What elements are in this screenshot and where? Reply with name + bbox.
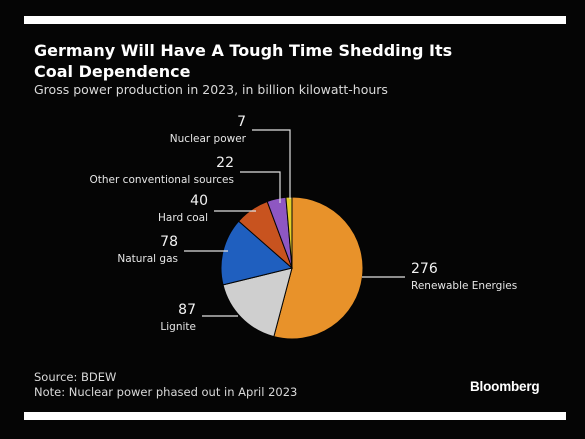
leader-line <box>240 171 281 203</box>
top-border-bar <box>24 16 566 24</box>
slice-name-label: Lignite <box>160 321 196 333</box>
slice-name-label: Other conventional sources <box>90 174 234 186</box>
leader-lines <box>184 129 405 317</box>
bottom-border-bar <box>24 412 566 420</box>
slice-name-label: Hard coal <box>158 212 208 224</box>
chart-title: Germany Will Have A Tough Time Shedding … <box>34 41 453 81</box>
slice-value-label: 7 <box>237 114 246 130</box>
pie-slices <box>220 196 364 340</box>
source-note: Source: BDEW <box>34 370 117 384</box>
slice-value-label: 22 <box>216 155 234 171</box>
chart-subtitle: Gross power production in 2023, in billi… <box>34 82 388 97</box>
bloomberg-logo: Bloomberg <box>470 379 540 394</box>
slice-value-label: 87 <box>178 302 196 318</box>
slice-value-label: 78 <box>160 234 178 250</box>
slice-name-label: Renewable Energies <box>411 280 517 292</box>
slice-value-label: 40 <box>190 193 208 209</box>
pie-slice-lignite <box>222 267 293 338</box>
pie-slice-nuclear-power <box>285 196 293 269</box>
slice-name-label: Natural gas <box>117 253 178 265</box>
footnote: Note: Nuclear power phased out in April … <box>34 385 298 399</box>
leader-line <box>252 129 291 199</box>
slice-value-label: 276 <box>411 261 438 277</box>
chart-footer: Source: BDEW Note: Nuclear power phased … <box>34 370 297 400</box>
slice-labels: 276 Renewable Energies 87 Lignite 78 Natural … <box>90 114 518 333</box>
slice-name-label: Nuclear power <box>170 133 247 145</box>
